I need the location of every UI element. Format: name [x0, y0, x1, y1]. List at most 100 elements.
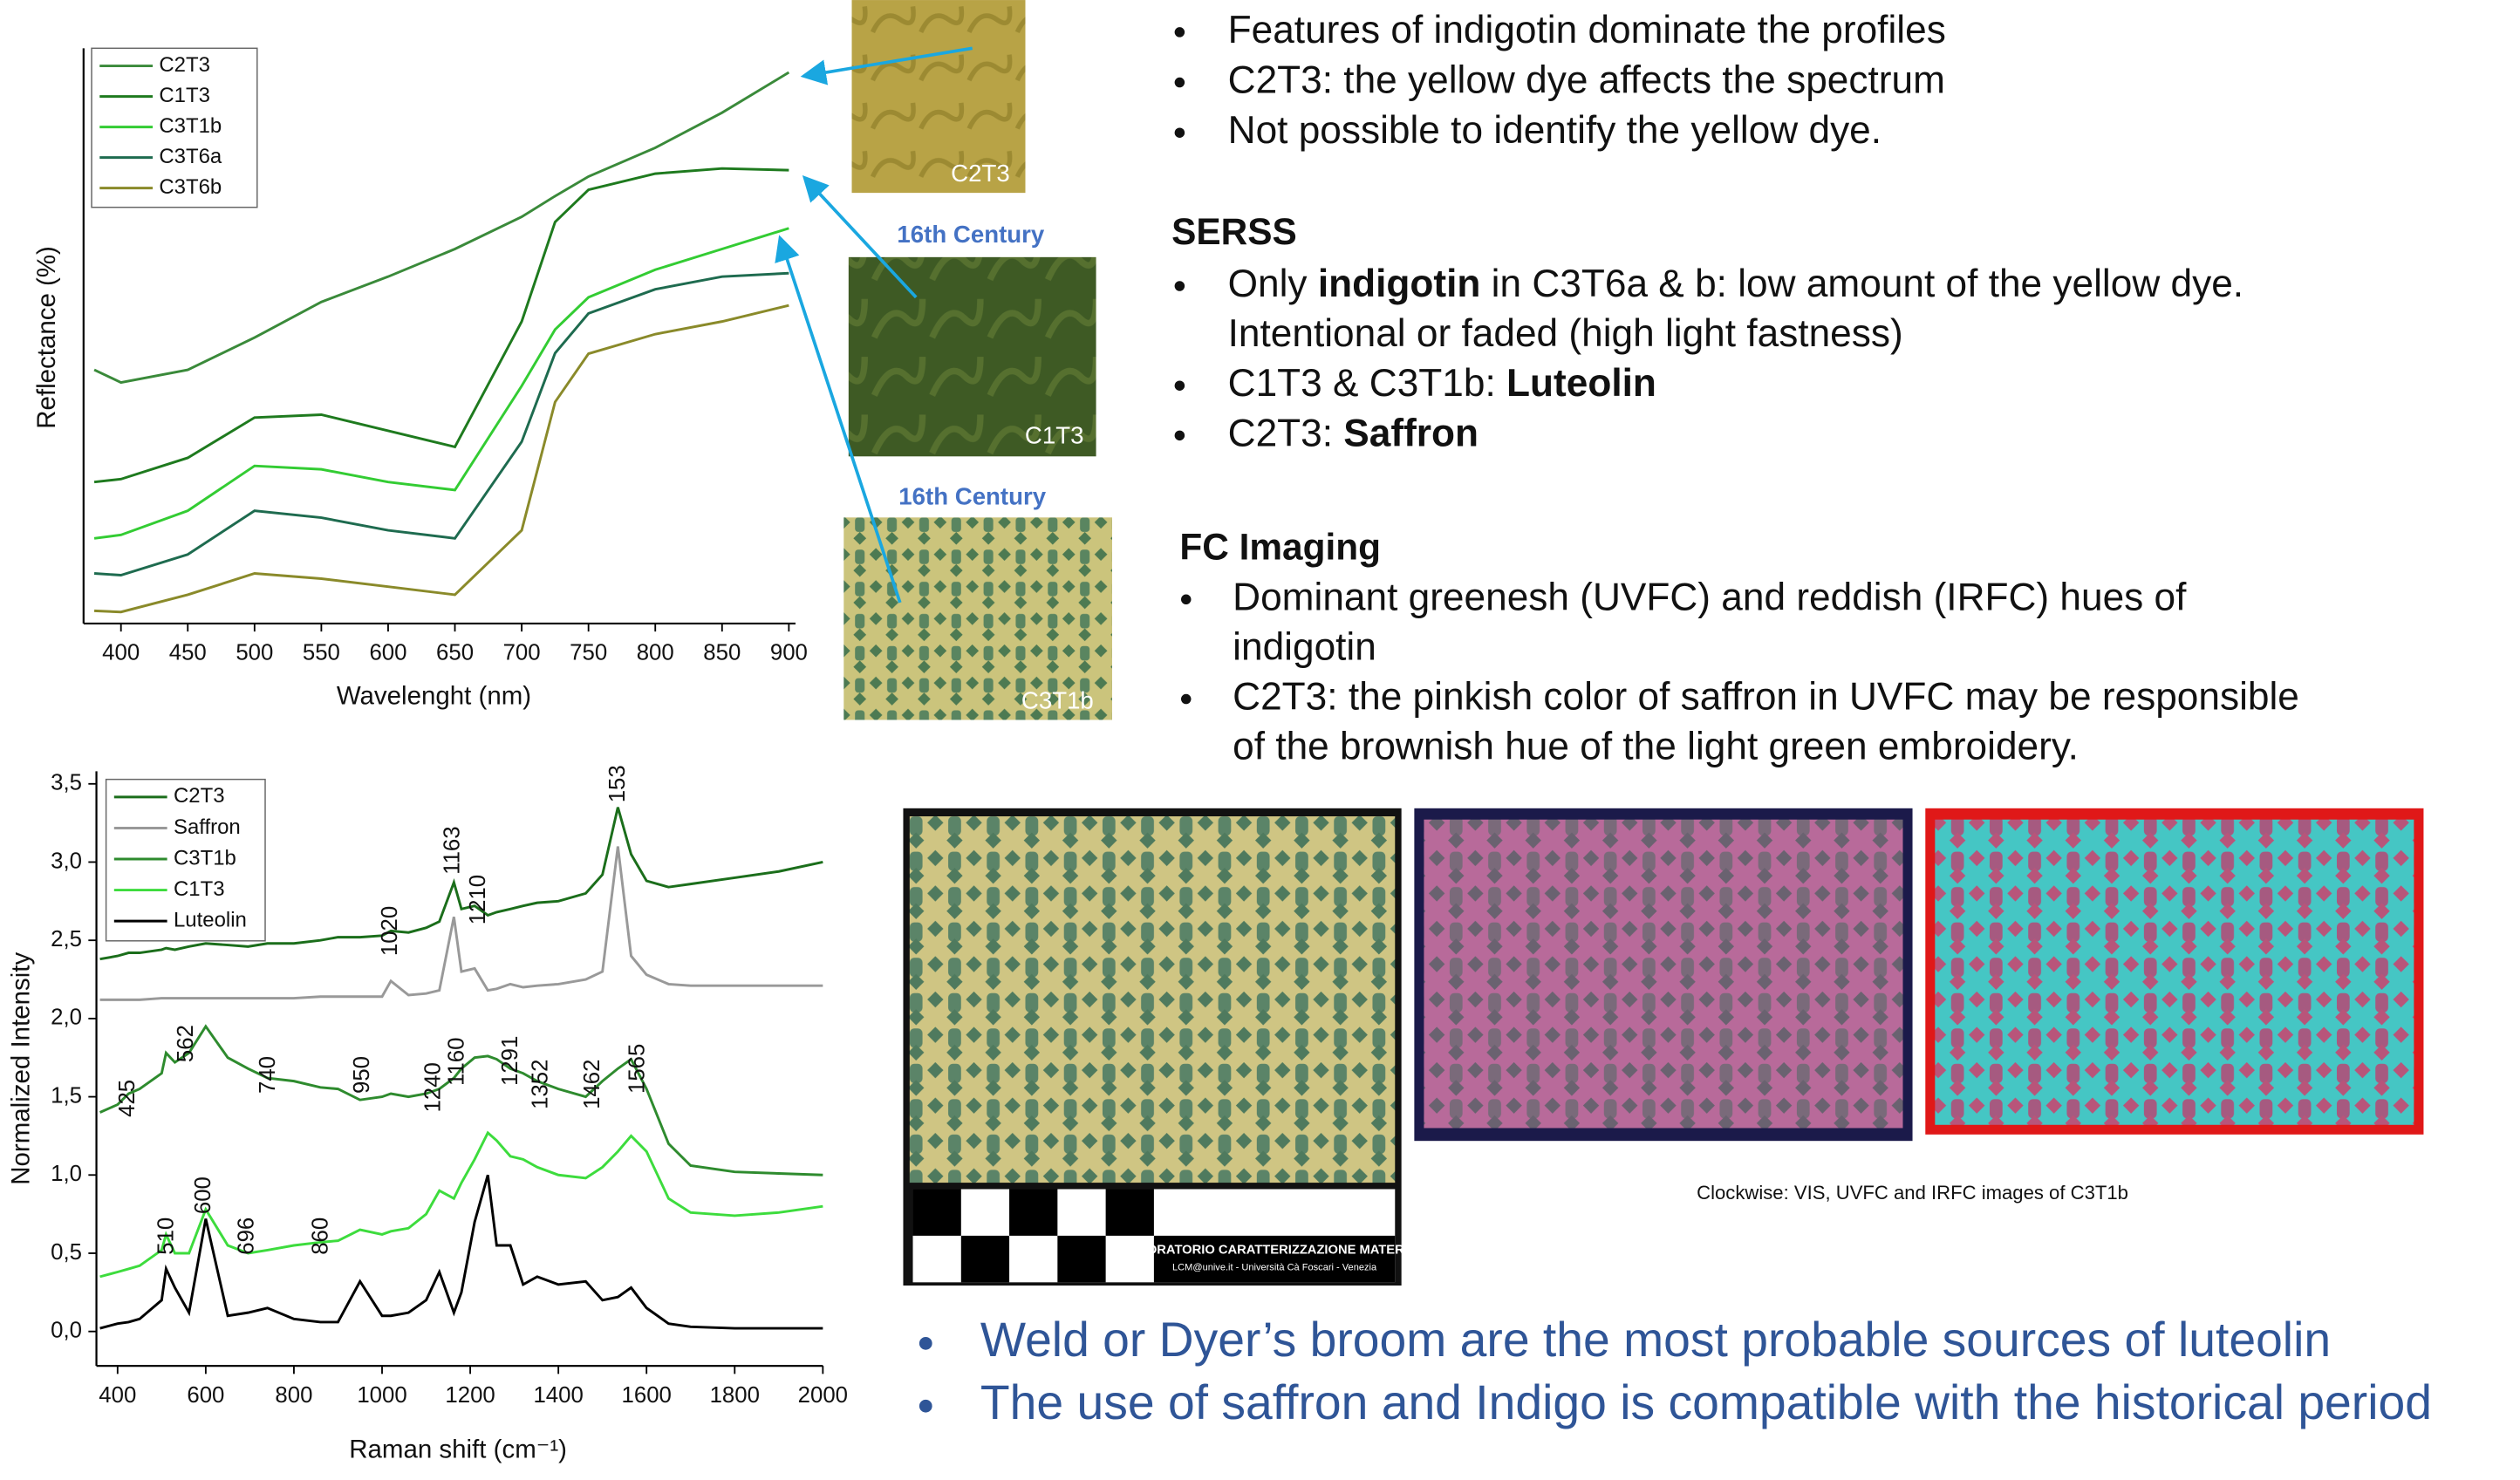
x-tick-label: 700 — [503, 641, 541, 665]
series-line — [94, 168, 789, 481]
text-run: of the brownish hue of the light green e… — [1233, 725, 2079, 767]
bullet-text: C2T3: the pinkish color of saffron in UV… — [1233, 675, 2299, 718]
y-tick-label: 2,0 — [51, 1006, 82, 1030]
bullet-text: C1T3 & C3T1b: Luteolin — [1228, 362, 1656, 405]
photo-caption: Clockwise: VIS, UVFC and IRFC images of … — [1697, 1182, 2128, 1204]
text-run: Intentional or faded (high light fastnes… — [1228, 312, 1903, 355]
x-tick-label: 800 — [275, 1383, 312, 1408]
text-run: C2T3: — [1228, 412, 1344, 454]
peak-label: 1565 — [625, 1044, 649, 1094]
bullet-text: C2T3: Saffron — [1228, 412, 1479, 454]
legend-label: C3T6b — [159, 175, 222, 199]
peak-label: 153 — [605, 765, 630, 802]
y-axis-label: Reflectance (%) — [32, 246, 61, 429]
bullet-dot — [1175, 27, 1185, 37]
y-axis-label: Normalized Intensity — [7, 952, 36, 1185]
peak-label: 1163 — [440, 826, 465, 874]
peak-label: 510 — [154, 1217, 179, 1255]
x-axis-label: Wavelenght (nm) — [337, 681, 531, 710]
peak-label: 740 — [256, 1056, 280, 1094]
legend-label: Luteolin — [174, 908, 247, 931]
text-run: indigotin — [1233, 625, 1376, 668]
x-tick-label: 500 — [236, 641, 273, 665]
text-run: Features of indigotin dominate the profi… — [1228, 9, 1946, 51]
bullet-text: of the brownish hue of the light green e… — [1233, 725, 2079, 767]
x-tick-label: 1000 — [357, 1383, 406, 1408]
text-run: in C3T6a & b: low amount of the yellow d… — [1480, 263, 2243, 305]
bullet-text: Not possible to identify the yellow dye. — [1228, 109, 1881, 152]
legend-label: C3T6a — [159, 145, 222, 168]
uvfc-photo — [1424, 820, 1902, 1129]
peak-label: 1210 — [466, 875, 490, 924]
bullet-text: C2T3: the yellow dye affects the spectru… — [1228, 58, 1945, 101]
peak-label: 562 — [174, 1025, 198, 1062]
text-run: indigotin — [1318, 263, 1481, 305]
legend-label: Saffron — [174, 815, 241, 839]
bullet-dot — [1181, 694, 1191, 704]
peak-label: 696 — [235, 1217, 259, 1255]
series-line — [94, 305, 789, 612]
y-tick-label: 0,5 — [51, 1240, 82, 1265]
ruler-text: LABORATORIO CARATTERIZZAZIONE MATERIALI — [1121, 1243, 1429, 1257]
x-tick-label: 1800 — [710, 1383, 760, 1408]
ruler-text: LCM@unive.it - Università Cà Foscari - V… — [1172, 1263, 1377, 1273]
conclusion-text: Weld or Dyer’s broom are the most probab… — [980, 1313, 2331, 1367]
x-tick-label: 450 — [169, 641, 207, 665]
bullet-text: indigotin — [1233, 625, 1376, 668]
peak-label: 1240 — [420, 1062, 445, 1112]
x-tick-label: 600 — [369, 641, 406, 665]
text-run: Not possible to identify the yellow dye. — [1228, 109, 1881, 152]
text-run: C2T3: the pinkish color of saffron in UV… — [1233, 675, 2299, 718]
bullet-dot — [1175, 127, 1185, 137]
vis-photo — [910, 816, 1395, 1183]
peak-label: 425 — [115, 1080, 140, 1117]
x-axis-label: Raman shift (cm⁻¹) — [349, 1436, 567, 1464]
legend-label: C3T1b — [159, 114, 222, 138]
text-run: Dominant greenesh (UVFC) and reddish (IR… — [1233, 576, 2187, 618]
y-tick-label: 2,5 — [51, 927, 82, 951]
slide: C2T3 16th Century C1T3 16th Century C3T1… — [0, 0, 2520, 1480]
text-run: C2T3: the yellow dye affects the spectru… — [1228, 58, 1945, 101]
x-tick-label: 800 — [637, 641, 674, 665]
bullet-dot — [1175, 380, 1185, 390]
bullet-text: Only indigotin in C3T6a & b: low amount … — [1228, 263, 2243, 305]
section-title: SERSS — [1171, 211, 1297, 252]
bullet-dot — [919, 1400, 932, 1413]
bullet-text: Features of indigotin dominate the profi… — [1228, 9, 1946, 51]
conclusion-text: The use of saffron and Indigo is compati… — [980, 1375, 2432, 1429]
bullet-text: Dominant greenesh (UVFC) and reddish (IR… — [1233, 576, 2187, 618]
peak-label: 1291 — [498, 1036, 522, 1086]
series-line — [94, 228, 789, 539]
x-tick-label: 550 — [303, 641, 340, 665]
legend-label: C2T3 — [174, 784, 225, 808]
x-tick-label: 900 — [770, 641, 808, 665]
swatch-label: C3T1b — [1021, 686, 1094, 713]
bullet-dot — [919, 1337, 932, 1350]
bullet-dot — [1181, 595, 1191, 604]
x-tick-label: 850 — [703, 641, 741, 665]
peak-label: 1352 — [529, 1060, 553, 1109]
swatch-label: C1T3 — [1025, 421, 1084, 448]
page: C2T3 16th Century C1T3 16th Century C3T1… — [0, 0, 2520, 1480]
bullet-dot — [1175, 281, 1185, 290]
text-run: Saffron — [1343, 412, 1479, 454]
x-tick-label: 400 — [99, 1383, 136, 1408]
peak-label: 860 — [309, 1217, 333, 1255]
section-title: FC Imaging — [1179, 526, 1381, 567]
x-tick-label: 650 — [436, 641, 474, 665]
x-tick-label: 600 — [187, 1383, 224, 1408]
y-tick-label: 3,5 — [51, 771, 82, 795]
y-tick-label: 1,5 — [51, 1083, 82, 1108]
text-run: C1T3 & C3T1b: — [1228, 362, 1506, 405]
peak-label: 1160 — [445, 1038, 469, 1086]
peak-label: 1020 — [378, 906, 402, 956]
legend-label: C1T3 — [159, 84, 210, 107]
irfc-photo — [1935, 820, 2414, 1125]
swatch-label: C2T3 — [951, 160, 1010, 187]
x-tick-label: 1400 — [533, 1383, 583, 1408]
peak-label: 1462 — [580, 1060, 604, 1109]
y-tick-label: 0,0 — [51, 1318, 82, 1342]
y-tick-label: 1,0 — [51, 1162, 82, 1186]
y-tick-label: 3,0 — [51, 849, 82, 873]
